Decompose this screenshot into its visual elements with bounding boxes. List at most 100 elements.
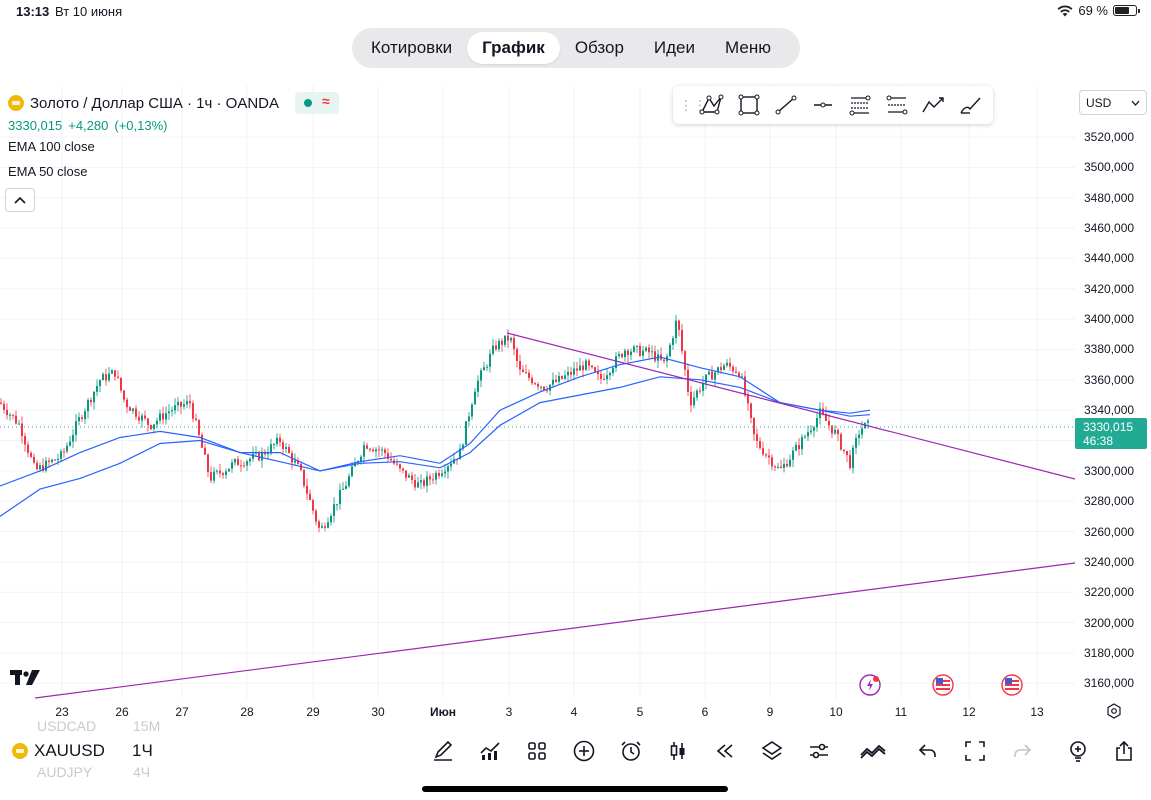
candle-body xyxy=(96,385,98,392)
object-tree-button[interactable] xyxy=(758,738,786,764)
tradingview-logo-icon xyxy=(10,670,40,685)
trading-button[interactable] xyxy=(859,738,887,764)
timeframe-picker[interactable]: 1Ч xyxy=(132,741,153,761)
candle-body xyxy=(756,434,758,442)
time-tick-label: 10 xyxy=(829,705,843,719)
candle-body xyxy=(753,417,755,435)
candle-body xyxy=(105,374,107,381)
candle-body xyxy=(381,449,383,451)
us-event-icon xyxy=(1001,674,1023,696)
candle-body xyxy=(786,464,788,467)
candle-body xyxy=(777,466,779,468)
path-tool-button[interactable] xyxy=(915,90,952,120)
tab-quotes[interactable]: Котировки xyxy=(371,38,453,57)
symbol-picker[interactable]: XAUUSD xyxy=(12,741,105,761)
candle-body xyxy=(588,360,590,366)
candle-body xyxy=(459,448,461,460)
pattern-tool-button[interactable] xyxy=(693,90,730,120)
ideas-button[interactable] xyxy=(1064,738,1092,764)
tab-menu[interactable]: Меню xyxy=(725,38,771,57)
candle-body xyxy=(681,329,683,352)
currency-select[interactable]: USD xyxy=(1079,90,1147,115)
tab-overview[interactable]: Обзор xyxy=(574,38,624,57)
time-tick-label: 5 xyxy=(636,705,644,719)
status-date: Вт 10 июня xyxy=(55,4,123,19)
parallel-channel-tool-button[interactable] xyxy=(878,90,915,120)
redo-button[interactable] xyxy=(1008,738,1036,764)
candle-body xyxy=(669,344,671,357)
candle-body xyxy=(828,420,830,426)
candle-body xyxy=(213,471,215,481)
indicator-ema-100[interactable]: EMA 100 close xyxy=(8,139,95,154)
candle-body xyxy=(600,374,602,379)
candle-body xyxy=(801,437,803,450)
fullscreen-icon xyxy=(965,741,985,761)
status-time: 13:13 xyxy=(16,4,50,19)
candle-body xyxy=(537,384,539,387)
candle-body xyxy=(432,479,434,481)
candle-body xyxy=(108,373,110,381)
candle-body xyxy=(696,390,698,398)
news-event-icon xyxy=(859,674,881,696)
ema-100-line xyxy=(0,376,871,517)
indicators-button[interactable] xyxy=(476,738,504,764)
candle-body xyxy=(258,452,260,461)
tab-chart[interactable]: График xyxy=(467,32,560,64)
rectangle-tool-button[interactable] xyxy=(730,90,767,120)
drawing-tools-button[interactable] xyxy=(429,738,457,764)
candle-body xyxy=(282,442,284,450)
compare-add-symbol-button[interactable] xyxy=(570,738,598,764)
candle-body xyxy=(543,386,545,391)
market-status-chip[interactable]: ≈ xyxy=(295,92,339,114)
candle-body xyxy=(168,411,170,414)
candle-body xyxy=(399,464,401,469)
drag-handle-icon[interactable]: ⋮⋮ xyxy=(679,96,707,113)
grid-icon xyxy=(528,742,546,760)
time-tick-label: 9 xyxy=(766,705,774,719)
us-event-icon xyxy=(932,674,954,696)
symbol-ticker: XAUUSD xyxy=(34,741,105,760)
candle-body xyxy=(843,449,845,452)
last-price-value: 3330,015 xyxy=(1083,420,1134,434)
undo-button[interactable] xyxy=(914,738,942,764)
collapse-legend-button[interactable] xyxy=(5,188,35,212)
candle-body xyxy=(846,451,848,456)
chart-type-button[interactable] xyxy=(664,738,692,764)
alert-button[interactable] xyxy=(617,738,645,764)
candle-body xyxy=(726,362,728,366)
legend-change: +4,280 xyxy=(68,118,109,133)
axis-settings-button[interactable] xyxy=(1106,703,1122,724)
horizontal-ray-tool-button[interactable] xyxy=(804,90,841,120)
candle-body xyxy=(276,437,278,445)
price-chart[interactable] xyxy=(0,85,1075,699)
candle-body xyxy=(297,460,299,464)
chart-settings-button[interactable] xyxy=(805,738,833,764)
fullscreen-button[interactable] xyxy=(961,738,989,764)
symbol-title[interactable]: Золото / Доллар США · 1ч · OANDA xyxy=(30,94,279,112)
tab-ideas[interactable]: Идеи xyxy=(653,38,696,57)
candle-body xyxy=(750,403,752,418)
indicator-ema-50[interactable]: EMA 50 close xyxy=(8,164,88,179)
candle-body xyxy=(63,451,65,453)
price-tick-label: 3500,000 xyxy=(1084,160,1135,175)
fib-retracement-icon xyxy=(849,95,870,116)
share-button[interactable] xyxy=(1110,738,1138,764)
trend-line-tool-button[interactable] xyxy=(767,90,804,120)
candle-body xyxy=(699,390,701,392)
candle-body xyxy=(15,415,17,424)
candle-body xyxy=(774,466,776,468)
time-tick-label: 13 xyxy=(1030,705,1044,719)
candle-body xyxy=(51,459,53,462)
candle-body xyxy=(183,404,185,407)
candle-body xyxy=(75,421,77,435)
legend-last-price: 3330,015 xyxy=(8,118,63,133)
layouts-button[interactable] xyxy=(523,738,551,764)
candle-body xyxy=(84,411,86,419)
brush-tool-button[interactable] xyxy=(952,90,989,120)
candle-body xyxy=(633,346,635,352)
candle-body xyxy=(711,371,713,380)
candle-body xyxy=(48,460,50,462)
ghost-timeframe: 15M xyxy=(133,718,161,734)
fib-retracement-tool-button[interactable] xyxy=(841,90,878,120)
replay-button[interactable] xyxy=(711,738,739,764)
